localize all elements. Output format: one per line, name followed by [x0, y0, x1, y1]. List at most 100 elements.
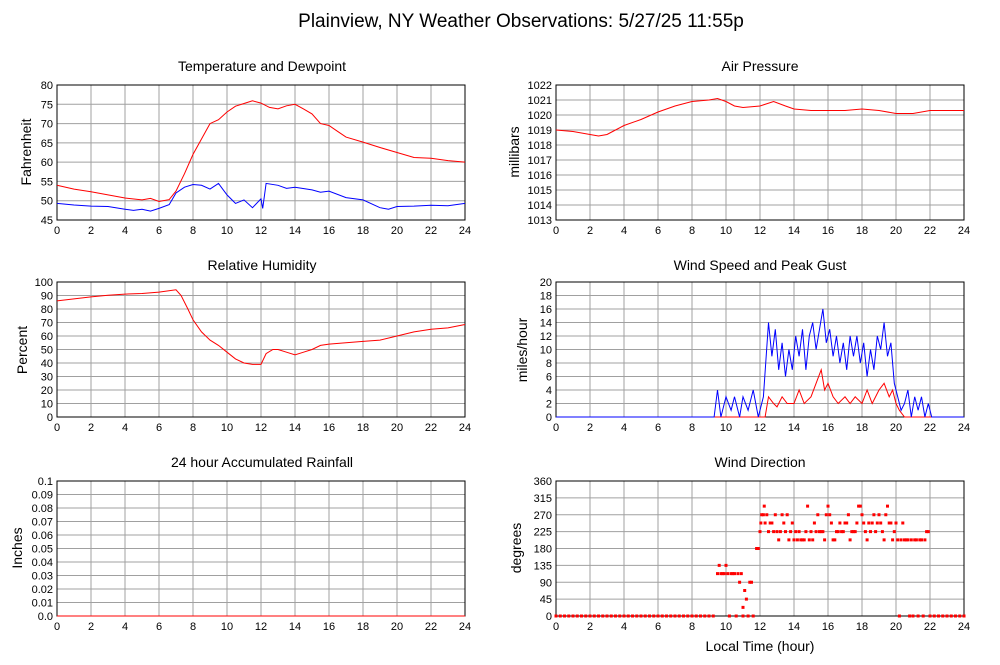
data-point: [901, 521, 905, 525]
data-point: [897, 614, 901, 618]
data-point: [750, 580, 753, 584]
data-point: [918, 538, 922, 542]
y-tick-label: 12: [540, 331, 552, 343]
data-point: [652, 614, 656, 618]
data-point: [755, 547, 759, 550]
data-point: [831, 538, 835, 542]
x-tick-label: 24: [459, 422, 471, 434]
data-point: [669, 614, 673, 618]
data-point: [782, 521, 786, 525]
x-tick-label: 20: [890, 422, 902, 434]
y-tick-label: 0.1: [38, 476, 53, 488]
plot-frame: [56, 84, 466, 221]
x-tick-label: 0: [54, 225, 60, 237]
data-point: [660, 614, 664, 618]
data-point: [843, 521, 847, 525]
y-axis-label-dir: degrees: [508, 523, 524, 574]
x-tick-label: 8: [689, 225, 695, 237]
data-point: [768, 521, 772, 525]
y-tick-label: 0: [546, 412, 552, 424]
data-point: [926, 530, 930, 534]
data-point: [762, 504, 766, 508]
data-point: [721, 572, 725, 576]
data-point: [618, 614, 622, 618]
x-tick-label: 6: [655, 225, 661, 237]
data-point: [790, 521, 794, 525]
x-tick-label: 12: [255, 621, 267, 633]
x-tick-label: 0: [553, 422, 559, 434]
data-point: [826, 504, 830, 508]
plot-frame: [555, 84, 965, 221]
y-axis-label-rain: Inches: [9, 527, 25, 568]
data-point: [823, 538, 827, 542]
x-tick-label: 2: [88, 422, 94, 434]
y-axis-label-wind: miles/hour: [514, 317, 530, 382]
y-tick-label: 0.02: [32, 584, 53, 596]
data-point: [726, 572, 730, 576]
data-point: [707, 614, 711, 618]
y-tick-label: 180: [534, 544, 552, 556]
y-tick-label: 40: [41, 358, 53, 370]
data-point: [923, 538, 927, 542]
y-tick-label: 270: [534, 510, 552, 522]
x-tick-label: 20: [391, 621, 403, 633]
data-point: [724, 563, 728, 567]
y-tick-label: 0.05: [32, 544, 53, 556]
data-point: [949, 614, 953, 618]
y-tick-label: 90: [41, 291, 53, 303]
y-tick-label: 65: [41, 138, 53, 150]
data-point: [833, 538, 837, 542]
data-point: [903, 538, 906, 542]
chart-title-temp: Temperature and Dewpoint: [178, 58, 346, 74]
data-point: [811, 538, 815, 542]
x-tick-label: 24: [459, 225, 471, 237]
y-tick-label: 1014: [528, 200, 552, 212]
y-tick-label: 0.01: [32, 598, 53, 610]
x-tick-label: 22: [924, 422, 936, 434]
data-point: [867, 521, 871, 525]
data-point: [722, 572, 726, 576]
data-point: [848, 538, 852, 542]
data-point: [894, 521, 898, 525]
data-point: [887, 521, 891, 525]
data-point: [962, 614, 966, 618]
x-tick-label: 10: [221, 225, 233, 237]
x-tick-label: 24: [958, 225, 970, 237]
data-point: [785, 513, 789, 517]
x-tick-label: 22: [924, 621, 936, 633]
y-tick-label: 45: [41, 215, 53, 227]
data-point: [719, 572, 723, 576]
data-point: [792, 538, 796, 542]
data-point: [588, 614, 592, 618]
data-point: [916, 614, 920, 618]
series-line-pressure-0: [555, 97, 964, 137]
x-tick-label: 22: [425, 225, 437, 237]
x-tick-label: 0: [54, 422, 60, 434]
y-tick-label: 1022: [528, 80, 552, 92]
x-tick-label: 12: [754, 621, 766, 633]
data-point: [648, 614, 651, 618]
x-tick-label: 6: [655, 621, 661, 633]
plot-rh: 0 2 4 6 8 10 12 14 16 18 20 22 240102030405060708090…: [35, 277, 471, 434]
chart-title-wind: Wind Speed and Peak Gust: [674, 257, 847, 273]
x-tick-label: 8: [190, 621, 196, 633]
x-tick-label: 14: [788, 225, 800, 237]
data-point: [814, 530, 818, 534]
y-axis-label-temp: Fahrenheit: [18, 118, 34, 185]
data-point: [731, 572, 735, 576]
data-point: [733, 572, 736, 576]
data-point: [853, 530, 857, 534]
data-point: [656, 614, 660, 618]
data-point: [686, 614, 690, 618]
data-point: [635, 614, 639, 618]
plot-rain: 0 2 4 6 8 10 12 14 16 18 20 22 240.00.010.020.030.04…: [32, 476, 472, 633]
chart-title-rain: 24 hour Accumulated Rainfall: [171, 454, 353, 470]
x-tick-label: 18: [357, 225, 369, 237]
data-point: [870, 521, 874, 525]
x-tick-label: 4: [122, 621, 128, 633]
data-point: [838, 521, 842, 525]
y-tick-label: 360: [534, 476, 552, 488]
